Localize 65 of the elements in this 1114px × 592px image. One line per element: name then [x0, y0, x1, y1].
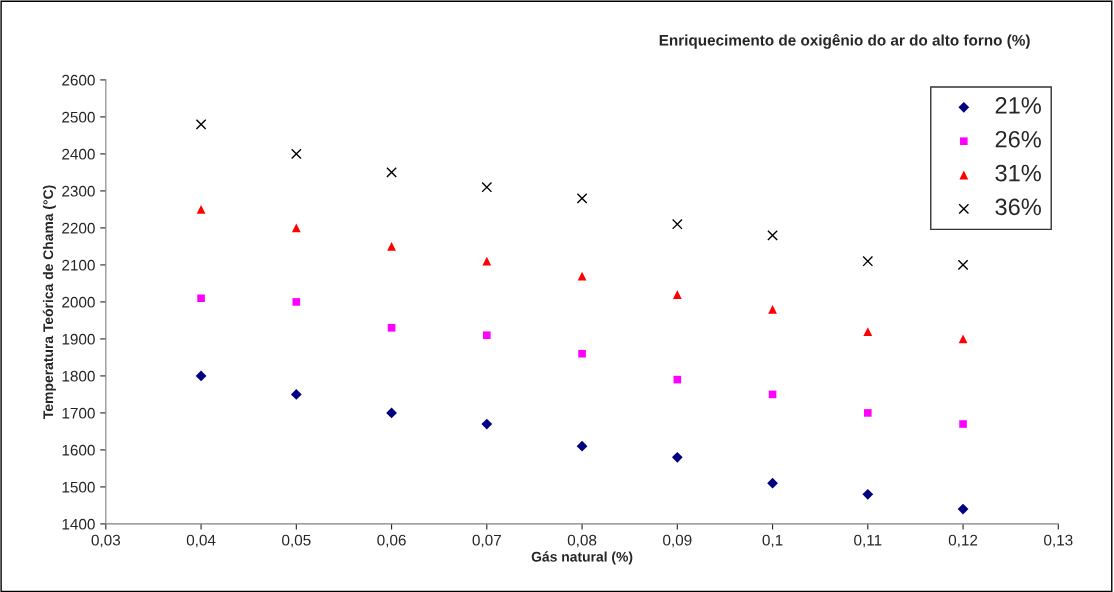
point: [864, 409, 872, 417]
y-tick-label: 2100: [62, 259, 95, 271]
x-tick-label: 0,07: [472, 534, 501, 548]
point: [672, 290, 682, 299]
point: [387, 242, 396, 251]
y-tick-label: 1800: [62, 370, 95, 382]
legend-label: 26%: [995, 130, 1041, 148]
y-tick-label: 1700: [62, 407, 95, 419]
point: [195, 370, 207, 382]
point: [576, 440, 588, 452]
point: [195, 118, 207, 130]
legend-label: 21%: [995, 97, 1041, 114]
y-tick-label: 1500: [62, 481, 95, 493]
point: [863, 327, 873, 336]
point: [767, 477, 778, 489]
point: [578, 349, 586, 358]
legend-label: 36%: [995, 198, 1041, 216]
x-tick-label: 0,11: [854, 534, 882, 548]
y-tick-label: 1600: [62, 444, 95, 456]
point: [483, 331, 491, 340]
x-tick-label: 0,04: [186, 534, 216, 548]
point: [386, 167, 397, 178]
point: [481, 418, 493, 430]
x-tick-label: 0,09: [663, 534, 692, 548]
point: [197, 294, 205, 303]
point: [576, 192, 588, 204]
x-axis-title: Gás natural (%): [531, 551, 633, 565]
y-axis-title: Temperatura Teórica de Chama (°C): [42, 185, 56, 419]
legend-label: 31%: [995, 164, 1041, 182]
point: [671, 218, 683, 230]
y-tick-label: 2000: [62, 296, 95, 308]
point: [959, 420, 967, 428]
y-tick-label: 2500: [62, 111, 95, 123]
point: [481, 181, 493, 193]
point: [958, 334, 968, 344]
point: [291, 223, 301, 233]
point: [862, 488, 874, 500]
x-tick-label: 0,08: [567, 534, 597, 548]
x-tick-label: 0,03: [91, 534, 121, 548]
x-tick-label: 0,13: [1044, 534, 1073, 548]
y-tick-label: 2400: [62, 148, 95, 160]
x-tick-label: 0,12: [948, 534, 978, 548]
point: [290, 389, 302, 400]
y-tick-label: 1900: [62, 333, 95, 345]
point: [957, 259, 969, 271]
point: [482, 256, 492, 266]
point: [387, 324, 396, 332]
y-tick-label: 2600: [62, 74, 95, 86]
x-tick-label: 0,1: [762, 534, 783, 548]
point: [577, 271, 587, 281]
point: [767, 229, 778, 241]
point: [196, 205, 206, 214]
point: [671, 451, 683, 463]
point: [862, 255, 874, 267]
y-tick-label: 1400: [62, 518, 95, 530]
y-tick-label: 2300: [62, 185, 95, 197]
point: [957, 503, 969, 515]
point: [768, 304, 777, 314]
x-tick-label: 0,05: [282, 534, 311, 548]
point: [386, 407, 397, 419]
chart-title: Enriquecimento de oxigênio do ar do alto forno (%): [659, 34, 1030, 49]
point: [292, 298, 301, 306]
point: [290, 148, 302, 160]
x-tick-label: 0,06: [377, 534, 406, 548]
y-tick-label: 2200: [62, 222, 95, 234]
